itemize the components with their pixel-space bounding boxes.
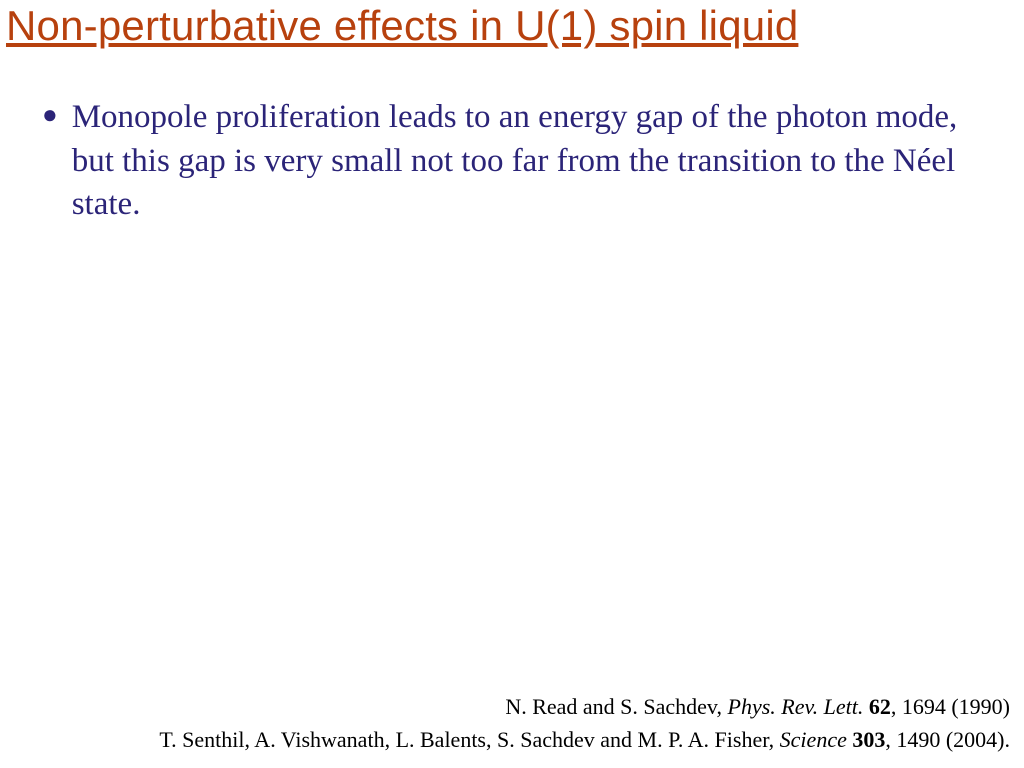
slide-title: Non-perturbative effects in U(1) spin li… <box>6 2 798 50</box>
references: N. Read and S. Sachdev, Phys. Rev. Lett.… <box>159 690 1010 756</box>
ref2-rest: , 1490 (2004). <box>885 727 1010 752</box>
bullet-item: ● Monopole proliferation leads to an ene… <box>42 96 982 227</box>
bullet-text: Monopole proliferation leads to an energ… <box>72 96 982 227</box>
reference-line-2: T. Senthil, A. Vishwanath, L. Balents, S… <box>159 723 1010 756</box>
slide-container: Non-perturbative effects in U(1) spin li… <box>0 0 1024 768</box>
bullet-list: ● Monopole proliferation leads to an ene… <box>42 96 982 227</box>
ref1-rest: , 1694 (1990) <box>891 694 1010 719</box>
reference-line-1: N. Read and S. Sachdev, Phys. Rev. Lett.… <box>159 690 1010 723</box>
ref2-volume: 303 <box>852 727 885 752</box>
ref1-authors: N. Read and S. Sachdev, <box>505 694 727 719</box>
ref2-authors: T. Senthil, A. Vishwanath, L. Balents, S… <box>159 727 779 752</box>
bullet-dot-icon: ● <box>42 102 58 128</box>
ref1-volume: 62 <box>869 694 891 719</box>
ref1-journal: Phys. Rev. Lett. <box>728 694 864 719</box>
ref2-journal: Science <box>780 727 847 752</box>
